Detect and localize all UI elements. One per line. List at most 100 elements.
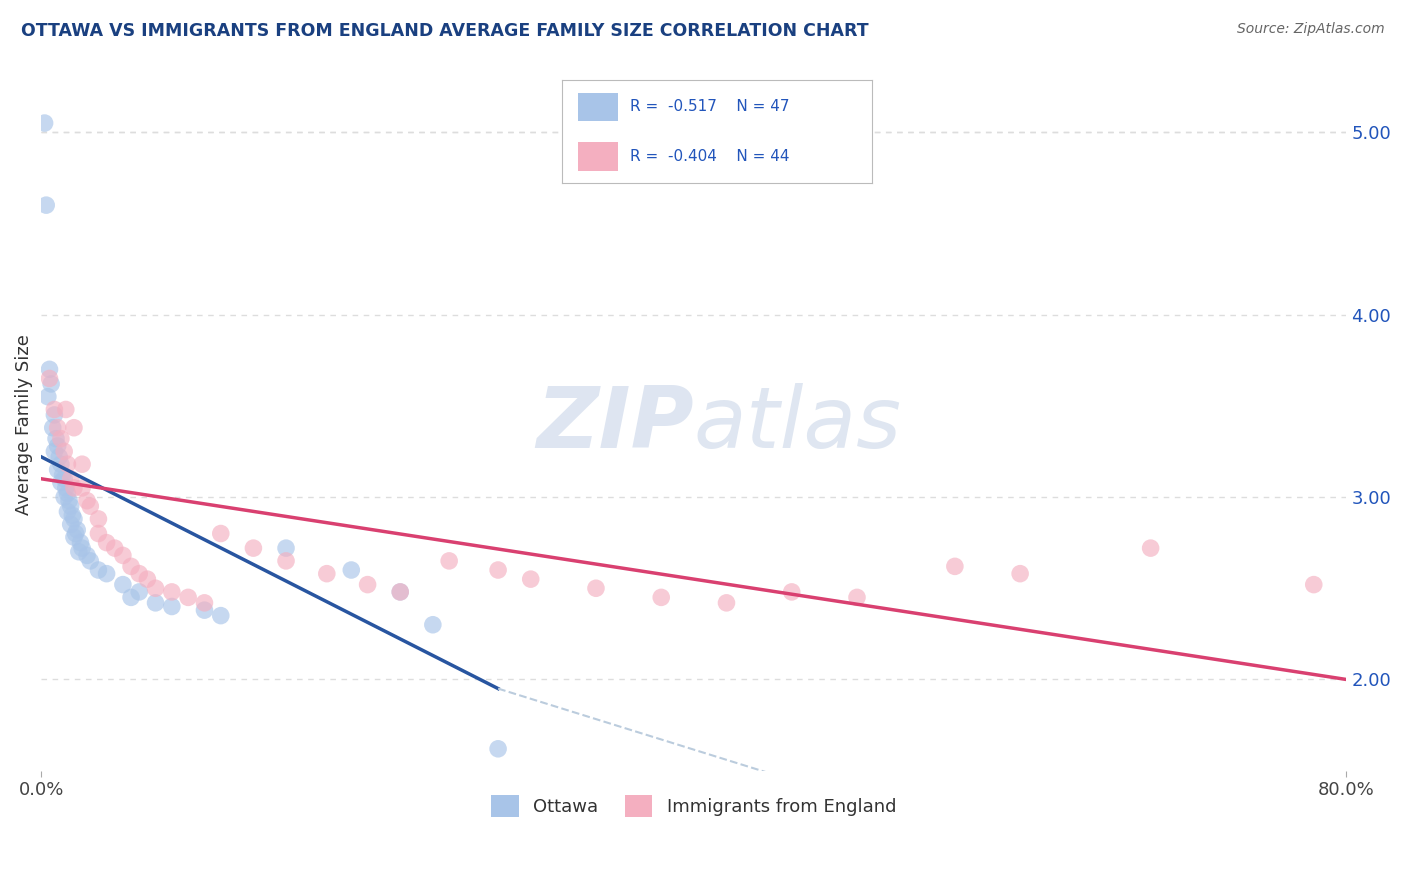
Point [70, 481, 93, 495]
Legend: Ottawa, Immigrants from England: Ottawa, Immigrants from England [484, 788, 904, 824]
Point [389, 585, 412, 599]
Point [46, 421, 69, 435]
Point [1010, 566, 1032, 581]
Text: R =  -0.517    N = 47: R = -0.517 N = 47 [630, 99, 790, 114]
Point [177, 591, 200, 605]
Point [422, 617, 444, 632]
Point [209, 526, 232, 541]
Point [66, 523, 89, 537]
Point [55, 481, 77, 495]
Point [63, 530, 86, 544]
Bar [578, 93, 619, 121]
Point [104, 541, 127, 555]
Point [486, 741, 509, 756]
Point [96, 535, 118, 549]
Point [274, 554, 297, 568]
Point [120, 559, 142, 574]
Point [53, 472, 76, 486]
Point [70, 457, 93, 471]
Point [780, 585, 803, 599]
Point [193, 596, 215, 610]
Point [943, 559, 966, 574]
Bar [578, 142, 619, 170]
Point [44, 444, 66, 458]
Point [1139, 541, 1161, 555]
Point [1302, 577, 1324, 591]
Point [55, 402, 77, 417]
Point [56, 505, 79, 519]
Point [846, 591, 869, 605]
Point [79, 499, 101, 513]
Point [35, 198, 58, 212]
Point [60, 508, 83, 523]
Point [76, 493, 98, 508]
Point [193, 603, 215, 617]
Point [340, 563, 363, 577]
Point [45, 432, 67, 446]
Point [63, 512, 86, 526]
Point [53, 444, 76, 458]
Text: R =  -0.404    N = 44: R = -0.404 N = 44 [630, 149, 790, 164]
Point [58, 493, 80, 508]
Point [486, 563, 509, 577]
Point [49, 475, 72, 490]
Point [437, 554, 460, 568]
Y-axis label: Average Family Size: Average Family Size [15, 334, 32, 515]
Point [69, 535, 91, 549]
Point [70, 541, 93, 555]
Point [34, 116, 56, 130]
Point [160, 599, 183, 614]
Point [51, 468, 73, 483]
Point [160, 585, 183, 599]
Point [111, 577, 134, 591]
Text: ZIP: ZIP [536, 383, 695, 466]
Point [63, 421, 86, 435]
Point [56, 457, 79, 471]
Point [79, 554, 101, 568]
Point [315, 566, 337, 581]
Point [53, 490, 76, 504]
Point [63, 481, 86, 495]
Point [716, 596, 738, 610]
Point [136, 572, 159, 586]
Text: OTTAWA VS IMMIGRANTS FROM ENGLAND AVERAGE FAMILY SIZE CORRELATION CHART: OTTAWA VS IMMIGRANTS FROM ENGLAND AVERAG… [21, 22, 869, 40]
Point [145, 596, 167, 610]
Point [128, 566, 150, 581]
Point [209, 608, 232, 623]
Point [46, 463, 69, 477]
Point [128, 585, 150, 599]
Point [49, 432, 72, 446]
Point [44, 402, 66, 417]
Point [38, 371, 60, 385]
Point [650, 591, 672, 605]
Point [42, 421, 65, 435]
Point [39, 376, 62, 391]
Text: atlas: atlas [695, 383, 901, 466]
Point [59, 517, 82, 532]
Text: Source: ZipAtlas.com: Source: ZipAtlas.com [1237, 22, 1385, 37]
Point [48, 450, 70, 464]
Point [274, 541, 297, 555]
Point [87, 526, 110, 541]
Point [59, 472, 82, 486]
Point [46, 439, 69, 453]
Point [145, 581, 167, 595]
Point [65, 526, 87, 541]
Point [519, 572, 541, 586]
Point [356, 577, 378, 591]
Point [49, 457, 72, 471]
Point [38, 362, 60, 376]
Point [56, 486, 79, 500]
Point [37, 390, 59, 404]
Point [87, 512, 110, 526]
Point [59, 499, 82, 513]
Point [76, 549, 98, 563]
Point [585, 581, 607, 595]
Point [87, 563, 110, 577]
Point [67, 545, 90, 559]
Point [120, 591, 142, 605]
Point [389, 585, 412, 599]
Point [242, 541, 264, 555]
Point [44, 408, 66, 422]
Point [111, 549, 134, 563]
